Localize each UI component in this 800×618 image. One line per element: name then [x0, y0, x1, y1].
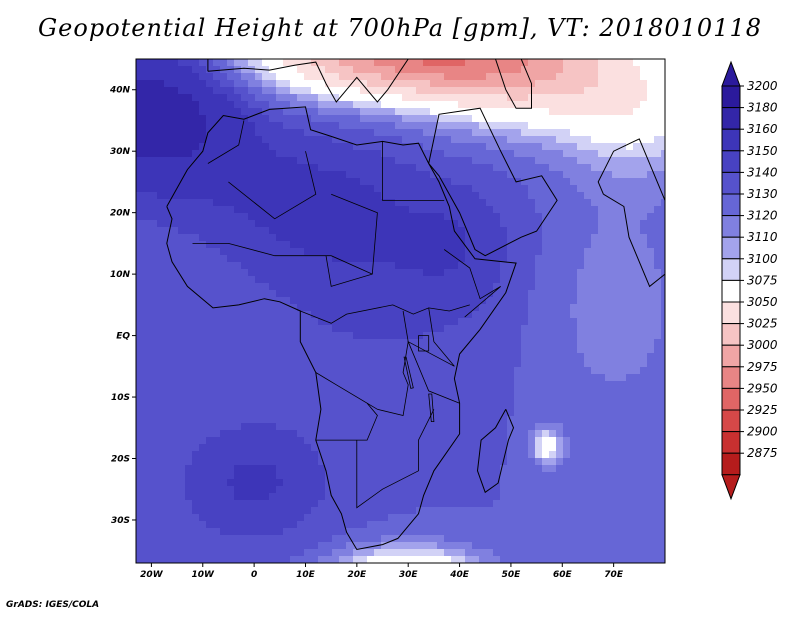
colorbar-swatch: [721, 171, 741, 195]
colorbar-top-arrow: [721, 60, 741, 87]
colorbar-swatch: [721, 452, 741, 476]
lake-tanganyika: [403, 356, 414, 389]
lon-tick-label: 20W: [140, 570, 164, 580]
lat-tick-label: 10S: [111, 393, 130, 403]
colorbar-label: 2900: [747, 425, 778, 439]
colorbar-label: 2950: [747, 381, 778, 395]
lat-tick-label: 30S: [111, 516, 130, 526]
colorbar-label: 3130: [747, 187, 778, 201]
map-title: Geopotential Height at 700hPa [gpm], VT:…: [38, 14, 762, 42]
arabia-outline: [428, 107, 558, 257]
lat-tick-label: 10N: [110, 270, 131, 280]
colorbar-swatch: [721, 107, 741, 130]
lat-tick-label: EQ: [116, 332, 130, 342]
colorbar-swatch: [721, 344, 741, 368]
colorbar-swatch: [721, 431, 741, 454]
lat-tick-label: 30N: [110, 147, 131, 157]
libya-egypt: [382, 141, 445, 201]
lat-tick-label: 20S: [111, 455, 130, 465]
colorbar-swatch: [721, 193, 741, 217]
colorbar-label: 3025: [747, 317, 778, 331]
colorbar-swatch: [721, 409, 741, 433]
lon-tick-label: 30E: [399, 570, 419, 580]
colorbar-label: 3050: [747, 295, 778, 309]
angola-zambia: [315, 372, 378, 441]
grads-credit: GrADS: IGES/COLA: [6, 600, 100, 610]
colorbar-swatch: [721, 85, 741, 109]
colorbar-label: 2925: [747, 403, 778, 417]
colorbar-swatch: [721, 215, 741, 238]
madagascar-outline: [476, 409, 515, 494]
colorbar-bottom-arrow: [721, 474, 741, 501]
lon-tick-label: 50E: [502, 570, 522, 580]
colorbar-swatch: [721, 366, 741, 389]
colorbar-label: 3075: [747, 273, 778, 287]
lon-tick-label: 40E: [449, 570, 470, 580]
lon-tick-label: 10W: [192, 570, 216, 580]
colorbar-label: 3180: [747, 101, 778, 115]
india-outline: [597, 138, 665, 288]
plot-frame: [135, 58, 666, 564]
latitude-axis: 40N 30N 20N 10N EQ 10S 20S 30S: [109, 86, 136, 526]
colorbar-swatch: [721, 258, 741, 281]
sahel-line: [192, 242, 373, 275]
caspian-outline: [495, 59, 532, 109]
colorbar-label: 2975: [747, 360, 778, 374]
lon-tick-label: 10E: [296, 570, 316, 580]
colorbar-swatch: [721, 323, 741, 346]
colorbar-label: 3120: [747, 209, 778, 223]
lon-tick-label: 70E: [604, 570, 624, 580]
colorbar-swatch: [721, 128, 741, 152]
north-africa-outline: [166, 106, 517, 551]
morocco-algeria: [207, 120, 245, 164]
lon-tick-label: 20E: [348, 570, 368, 580]
colorbar-label: 3140: [747, 165, 778, 179]
europe-outline: [207, 59, 409, 103]
colorbar-swatch: [721, 279, 741, 303]
central-africa: [300, 304, 470, 324]
algeria-south: [228, 151, 317, 220]
colorbar-label: 3200: [747, 79, 778, 93]
colorbar-label: 3110: [747, 230, 778, 244]
lon-tick-label: 60E: [553, 570, 573, 580]
colorbar-swatch: [721, 387, 741, 411]
colorbar-label: 3160: [747, 122, 778, 136]
lat-tick-label: 20N: [110, 209, 131, 219]
lon-tick-label: 0: [251, 570, 257, 580]
coastlines-and-borders: [166, 59, 665, 551]
longitude-axis: 20W 10W 0 10E 20E 30E 40E 50E 60E 70E: [140, 563, 624, 580]
east-africa: [407, 307, 460, 404]
colorbar-swatch: [721, 150, 741, 173]
horn: [443, 249, 501, 318]
southern-line: [356, 409, 435, 509]
colorbar-swatch: [721, 236, 741, 260]
lake-victoria: [418, 335, 430, 352]
colorbar-label: 2875: [747, 446, 778, 460]
colorbar-label: 3150: [747, 144, 778, 158]
colorbar-label: 3100: [747, 252, 778, 266]
colorbar-swatch: [721, 301, 741, 325]
lake-malawi: [428, 393, 435, 423]
lat-tick-label: 40N: [109, 86, 131, 96]
colorbar-label: 3000: [747, 338, 778, 352]
